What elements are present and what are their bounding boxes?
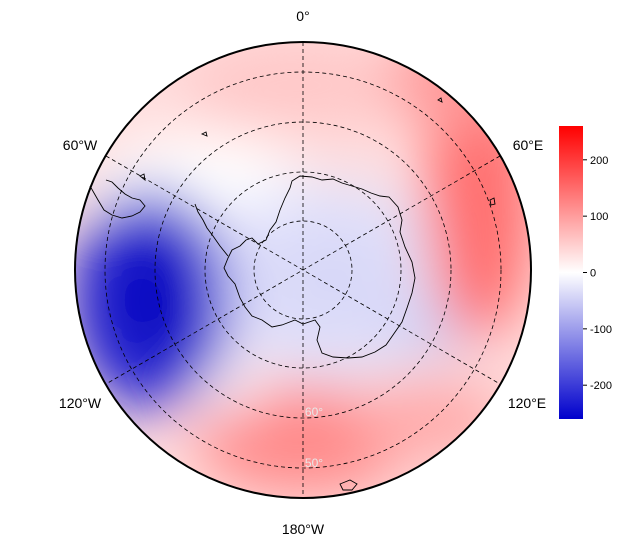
lat-label-60: 60°: [305, 405, 323, 419]
colorbar-ticks: 200 100 0 -100 -200: [583, 155, 612, 392]
meridian-60e-120w: [105, 155, 501, 385]
colorbar-tick-label: -200: [590, 380, 612, 392]
antarctic-peninsula: [194, 203, 229, 257]
colorbar-gradient: [559, 126, 583, 419]
island-small-2: [437, 97, 443, 103]
lon-label-60e: 60°E: [513, 137, 544, 153]
south-america-tip: [89, 179, 146, 219]
island-small-3: [489, 197, 496, 206]
lon-label-60w: 60°W: [63, 137, 98, 153]
colorbar-tick-label: -100: [590, 324, 612, 336]
lon-label-120e: 120°E: [508, 395, 546, 411]
lat-circle-70: [204, 171, 402, 369]
coastlines: [89, 97, 496, 491]
lat-label-50: 50°: [305, 456, 323, 470]
island-small-4: [139, 173, 146, 182]
colorbar-tick-label: 200: [590, 155, 608, 167]
lon-label-180: 180°W: [282, 521, 325, 537]
island-small-1: [200, 131, 208, 137]
graticule: [104, 42, 502, 498]
colorbar: 200 100 0 -100 -200: [559, 126, 612, 419]
map-boundary: [74, 41, 532, 499]
antarctica-coastline: [223, 175, 416, 359]
lat-circle-80: [253, 220, 353, 320]
lat-circle-60: [154, 121, 452, 419]
new-zealand-fragment: [339, 479, 358, 491]
anomaly-field: [75, 42, 531, 498]
lon-label-120w: 120°W: [59, 395, 102, 411]
colorbar-tick-label: 100: [590, 211, 608, 223]
colorbar-tick-label: 0: [590, 268, 596, 280]
lon-label-0: 0°: [296, 8, 309, 24]
